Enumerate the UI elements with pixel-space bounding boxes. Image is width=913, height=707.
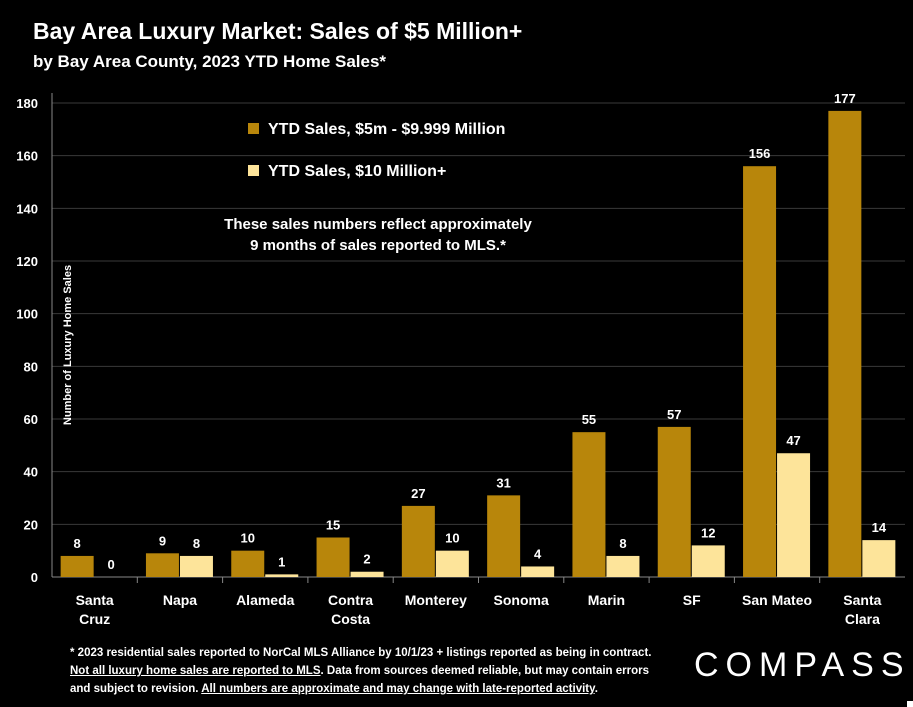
data-label: 156 — [749, 146, 771, 161]
data-label: 9 — [159, 533, 166, 548]
y-tick-label: 60 — [24, 412, 38, 427]
bar-10m-plus — [777, 453, 811, 577]
bar-10m-plus — [179, 555, 213, 577]
data-label: 57 — [667, 407, 681, 422]
bar-5m-to-10m — [60, 555, 94, 577]
data-label: 15 — [326, 518, 340, 533]
bar-5m-to-10m — [572, 432, 606, 577]
compass-logo: COMPASS — [694, 646, 911, 684]
footnote-line-2: Not all luxury home sales are reported t… — [70, 662, 680, 680]
bar-5m-to-10m — [316, 537, 350, 577]
x-tick-label: Santa — [76, 592, 114, 608]
chart-title: Bay Area Luxury Market: Sales of $5 Mill… — [33, 18, 523, 44]
footnote-line-1: * 2023 residential sales reported to Nor… — [70, 647, 652, 659]
bar-10m-plus — [606, 555, 640, 577]
x-tick-label: SF — [683, 592, 701, 608]
y-tick-label: 120 — [16, 254, 38, 269]
y-tick-label: 160 — [16, 149, 38, 164]
bar-5m-to-10m — [743, 166, 777, 577]
data-label: 10 — [241, 531, 255, 546]
legend-swatch — [248, 165, 259, 176]
x-tick-label: Costa — [331, 611, 370, 627]
data-label: 31 — [496, 475, 510, 490]
x-tick-label: Monterey — [405, 592, 467, 608]
chart-subtitle: by Bay Area County, 2023 YTD Home Sales* — [33, 52, 387, 71]
bar-5m-to-10m — [145, 553, 179, 577]
footnote-revision-text: and subject to revision. — [70, 683, 202, 695]
x-tick-label: Marin — [588, 592, 625, 608]
bar-10m-plus — [265, 574, 299, 577]
bar-10m-plus — [350, 571, 384, 577]
legend-swatch — [248, 123, 259, 134]
data-label: 12 — [701, 525, 715, 540]
x-tick-label: Napa — [163, 592, 197, 608]
data-label: 27 — [411, 486, 425, 501]
data-label: 14 — [872, 520, 887, 535]
bar-10m-plus — [862, 540, 896, 577]
data-label: 1 — [278, 554, 285, 569]
y-tick-label: 140 — [16, 201, 38, 216]
legend-entry: YTD Sales, $10 Million+ — [268, 163, 446, 180]
x-tick-label: Cruz — [79, 611, 110, 627]
data-label: 0 — [108, 557, 115, 572]
y-tick-label: 20 — [24, 517, 38, 532]
y-tick-label: 40 — [24, 465, 38, 480]
footnote: * 2023 residential sales reported to Nor… — [70, 644, 680, 698]
x-tick-label: Contra — [328, 592, 373, 608]
bar-5m-to-10m — [487, 495, 521, 577]
y-tick-label: 180 — [16, 96, 38, 111]
x-tick-label: Sonoma — [494, 592, 549, 608]
bar-5m-to-10m — [828, 110, 862, 578]
x-tick-label: Santa — [843, 592, 881, 608]
footnote-period: . — [594, 683, 598, 695]
y-tick-label: 80 — [24, 359, 38, 374]
bar-10m-plus — [691, 545, 725, 577]
data-label: 8 — [193, 536, 200, 551]
x-tick-label: Alameda — [236, 592, 295, 608]
footnote-approximate-underlined: All numbers are approximate and may chan… — [201, 683, 595, 695]
x-tick-label: Clara — [845, 611, 880, 627]
y-axis-label: Number of Luxury Home Sales — [62, 265, 74, 425]
data-label: 10 — [445, 531, 459, 546]
corner-mark — [907, 701, 913, 707]
bar-10m-plus — [521, 566, 555, 577]
data-label: 4 — [534, 546, 542, 561]
footnote-disclaimer-underlined: Not all luxury home sales are reported t… — [70, 665, 321, 677]
data-label: 8 — [619, 536, 626, 551]
footnote-disclaimer-rest: . Data from sources deemed reliable, but… — [320, 665, 650, 677]
data-label: 2 — [363, 552, 370, 567]
bar-5m-to-10m — [401, 505, 435, 577]
bar-5m-to-10m — [657, 426, 691, 577]
bar-5m-to-10m — [231, 550, 265, 577]
y-tick-label: 100 — [16, 307, 38, 322]
y-tick-label: 0 — [31, 570, 38, 585]
bar-10m-plus — [435, 550, 469, 577]
footnote-line-3: and subject to revision. All numbers are… — [70, 680, 680, 698]
data-label: 177 — [834, 91, 856, 106]
legend-entry: YTD Sales, $5m - $9.999 Million — [268, 121, 505, 138]
annotation-line-1: These sales numbers reflect approximatel… — [224, 216, 532, 233]
x-tick-label: San Mateo — [742, 592, 812, 608]
annotation-line-2: 9 months of sales reported to MLS.* — [250, 237, 506, 254]
data-label: 8 — [74, 536, 81, 551]
data-label: 47 — [786, 433, 800, 448]
data-label: 55 — [582, 412, 596, 427]
